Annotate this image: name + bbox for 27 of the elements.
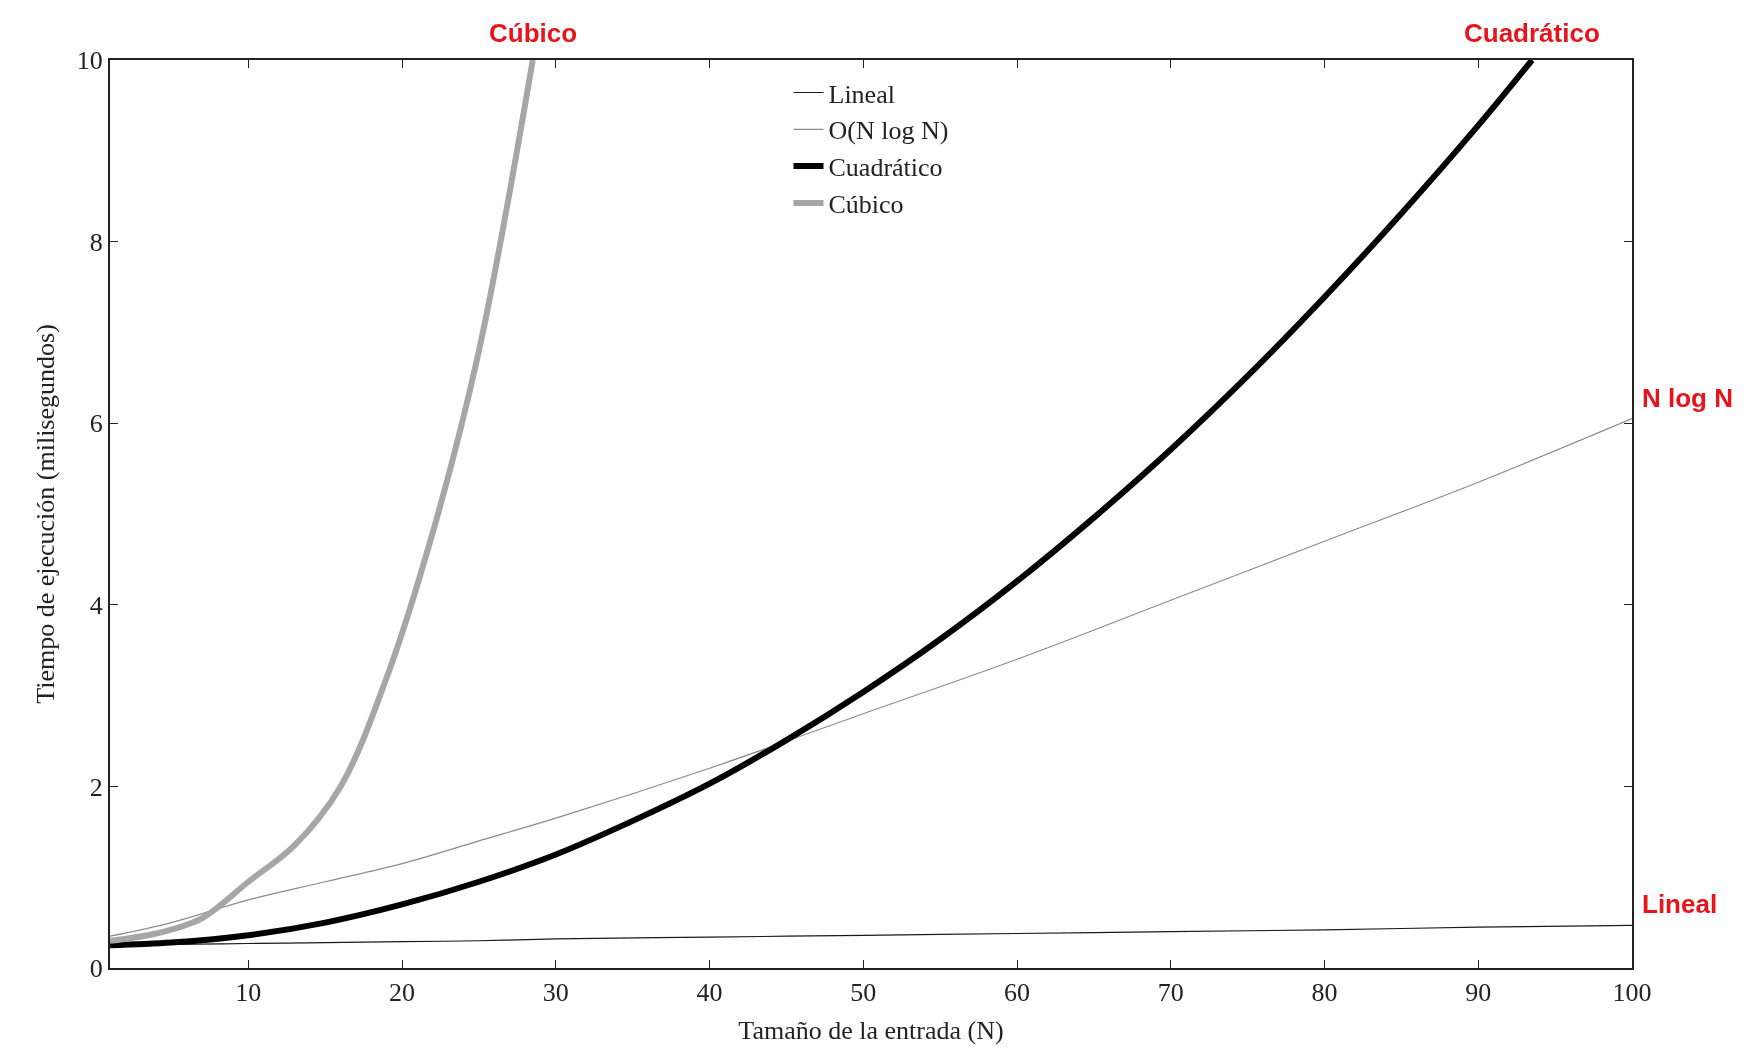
x-axis-title: Tamaño de la entrada (N) [738,1016,1004,1046]
x-tick-label: 60 [1004,978,1031,1008]
x-tick-label: 80 [1311,978,1338,1008]
legend-label: Lineal [828,79,895,109]
legend-label: O(N log N) [828,116,949,146]
annotation: Cúbico [489,18,578,48]
y-tick-label: 4 [89,590,103,620]
y-tick-label: 10 [76,46,103,76]
x-tick-label: 30 [542,978,569,1008]
x-tick-label: 90 [1465,978,1492,1008]
x-tick-label: 40 [696,978,723,1008]
annotation: Lineal [1642,889,1718,919]
x-tick-label: 20 [389,978,416,1008]
y-tick-label: 2 [89,772,103,802]
y-tick-label: 0 [89,954,103,984]
legend-label: Cuadrático [828,153,943,183]
y-tick-label: 8 [89,227,103,257]
line-series [110,418,1632,937]
x-tick-label: 100 [1612,978,1652,1008]
annotation: Cuadrático [1464,18,1600,48]
legend-label: Cúbico [828,190,904,220]
x-tick-label: 10 [235,978,262,1008]
x-tick-label: 70 [1157,978,1184,1008]
y-tick-label: 6 [89,409,103,439]
annotation: N log N [1642,383,1733,413]
x-tick-label: 50 [850,978,877,1008]
y-axis-title: Tiempo de ejecución (milisegundos) [30,324,60,704]
